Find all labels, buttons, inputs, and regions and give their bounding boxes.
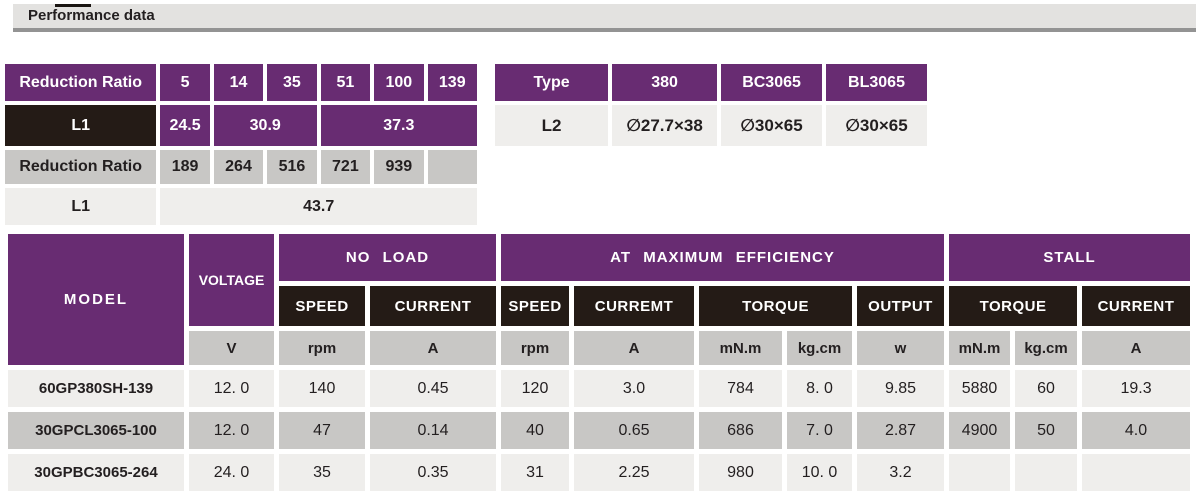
ratio-value-cell: 939: [374, 150, 424, 184]
model-cell: 60GP380SH-139: [8, 370, 184, 407]
type-label: Type: [495, 64, 609, 101]
value-cell: 0.14: [370, 412, 497, 449]
unit-cell: rpm: [279, 331, 365, 365]
unit-cell: w: [857, 331, 945, 365]
value-cell: 980: [699, 454, 783, 491]
l2-value-cell: ∅27.7×38: [612, 105, 718, 146]
value-cell: 120: [501, 370, 570, 407]
unit-cell: A: [370, 331, 497, 365]
ratio-value-cell: 51: [320, 64, 371, 101]
page-title: Performance data: [28, 7, 155, 24]
value-cell: 12. 0: [189, 412, 274, 449]
l1-value-cell: 30.9: [213, 105, 317, 146]
top-tables-row: Reduction Ratio 5 14 35 51 100 139 L1 24…: [0, 60, 1200, 229]
value-cell-empty: [949, 454, 1011, 491]
type-value-cell: BL3065: [826, 64, 927, 101]
ratio-value-cell: 189: [160, 150, 210, 184]
unit-cell: kg.cm: [1015, 331, 1078, 365]
subheader-cell: CURRENT: [370, 286, 497, 326]
l1-label: L1: [5, 105, 157, 146]
value-cell: 9.85: [857, 370, 945, 407]
group-header-max-efficiency: AT MAXIMUM EFFICIENCY: [501, 234, 945, 281]
value-cell: 60: [1015, 370, 1078, 407]
group-header-stall: STALL: [949, 234, 1191, 281]
unit-cell: rpm: [501, 331, 570, 365]
reduction-ratio-table: Reduction Ratio 5 14 35 51 100 139 L1 24…: [1, 60, 481, 229]
value-cell: 140: [279, 370, 365, 407]
value-cell: 3.0: [574, 370, 695, 407]
subheader-cell: TORQUE: [949, 286, 1078, 326]
reduction-ratio-label-2: Reduction Ratio: [5, 150, 157, 184]
value-cell: 784: [699, 370, 783, 407]
model-cell: 30GPBC3065-264: [8, 454, 184, 491]
value-cell: 0.65: [574, 412, 695, 449]
group-header-no-load: NO LOAD: [279, 234, 497, 281]
value-cell: 40: [501, 412, 570, 449]
l1-label-2: L1: [5, 188, 157, 225]
value-cell-empty: [1082, 454, 1191, 491]
l1-value-cell: 43.7: [160, 188, 477, 225]
type-dimension-table: Type 380 BC3065 BL3065 L2 ∅27.7×38 ∅30×6…: [491, 60, 931, 150]
l1-value-cell: 37.3: [320, 105, 477, 146]
ratio-value-cell: 139: [427, 64, 477, 101]
type-value-cell: 380: [612, 64, 718, 101]
l2-value-cell: ∅30×65: [721, 105, 823, 146]
subheader-cell: CURRENT: [1082, 286, 1191, 326]
ratio-value-cell: 516: [267, 150, 317, 184]
value-cell: 2.87: [857, 412, 945, 449]
reduction-ratio-label: Reduction Ratio: [5, 64, 157, 101]
subheader-cell: TORQUE: [699, 286, 853, 326]
value-cell-empty: [1015, 454, 1078, 491]
value-cell: 50: [1015, 412, 1078, 449]
model-cell: 30GPCL3065-100: [8, 412, 184, 449]
subheader-cell: SPEED: [279, 286, 365, 326]
unit-cell: V: [189, 331, 274, 365]
ratio-value-cell: 5: [160, 64, 210, 101]
subheader-cell: OUTPUT: [857, 286, 945, 326]
ratio-value-cell-empty: [427, 150, 477, 184]
ratio-value-cell: 264: [213, 150, 264, 184]
value-cell: 12. 0: [189, 370, 274, 407]
value-cell: 35: [279, 454, 365, 491]
value-cell: 31: [501, 454, 570, 491]
value-cell: 5880: [949, 370, 1011, 407]
value-cell: 0.45: [370, 370, 497, 407]
value-cell: 7. 0: [787, 412, 853, 449]
performance-table: MODEL VOLTAGE NO LOAD AT MAXIMUM EFFICIE…: [3, 229, 1195, 496]
l2-value-cell: ∅30×65: [826, 105, 927, 146]
value-cell: 24. 0: [189, 454, 274, 491]
value-cell: 2.25: [574, 454, 695, 491]
unit-cell: kg.cm: [787, 331, 853, 365]
value-cell: 4900: [949, 412, 1011, 449]
value-cell: 4.0: [1082, 412, 1191, 449]
ratio-value-cell: 35: [267, 64, 317, 101]
l2-label: L2: [495, 105, 609, 146]
subheader-cell: SPEED: [501, 286, 570, 326]
unit-cell: A: [574, 331, 695, 365]
value-cell: 3.2: [857, 454, 945, 491]
voltage-column-header: VOLTAGE: [189, 234, 274, 326]
ratio-value-cell: 14: [213, 64, 264, 101]
value-cell: 686: [699, 412, 783, 449]
value-cell: 47: [279, 412, 365, 449]
model-column-header: MODEL: [8, 234, 184, 365]
unit-cell: mN.m: [699, 331, 783, 365]
unit-cell: A: [1082, 331, 1191, 365]
value-cell: 19.3: [1082, 370, 1191, 407]
value-cell: 0.35: [370, 454, 497, 491]
unit-cell: mN.m: [949, 331, 1011, 365]
top-edge-artifact: [55, 4, 91, 7]
subheader-cell: CURREMT: [574, 286, 695, 326]
value-cell: 10. 0: [787, 454, 853, 491]
section-header-bar: Performance data: [13, 4, 1196, 32]
type-value-cell: BC3065: [721, 64, 823, 101]
ratio-value-cell: 721: [320, 150, 371, 184]
l1-value-cell: 24.5: [160, 105, 210, 146]
ratio-value-cell: 100: [374, 64, 424, 101]
value-cell: 8. 0: [787, 370, 853, 407]
